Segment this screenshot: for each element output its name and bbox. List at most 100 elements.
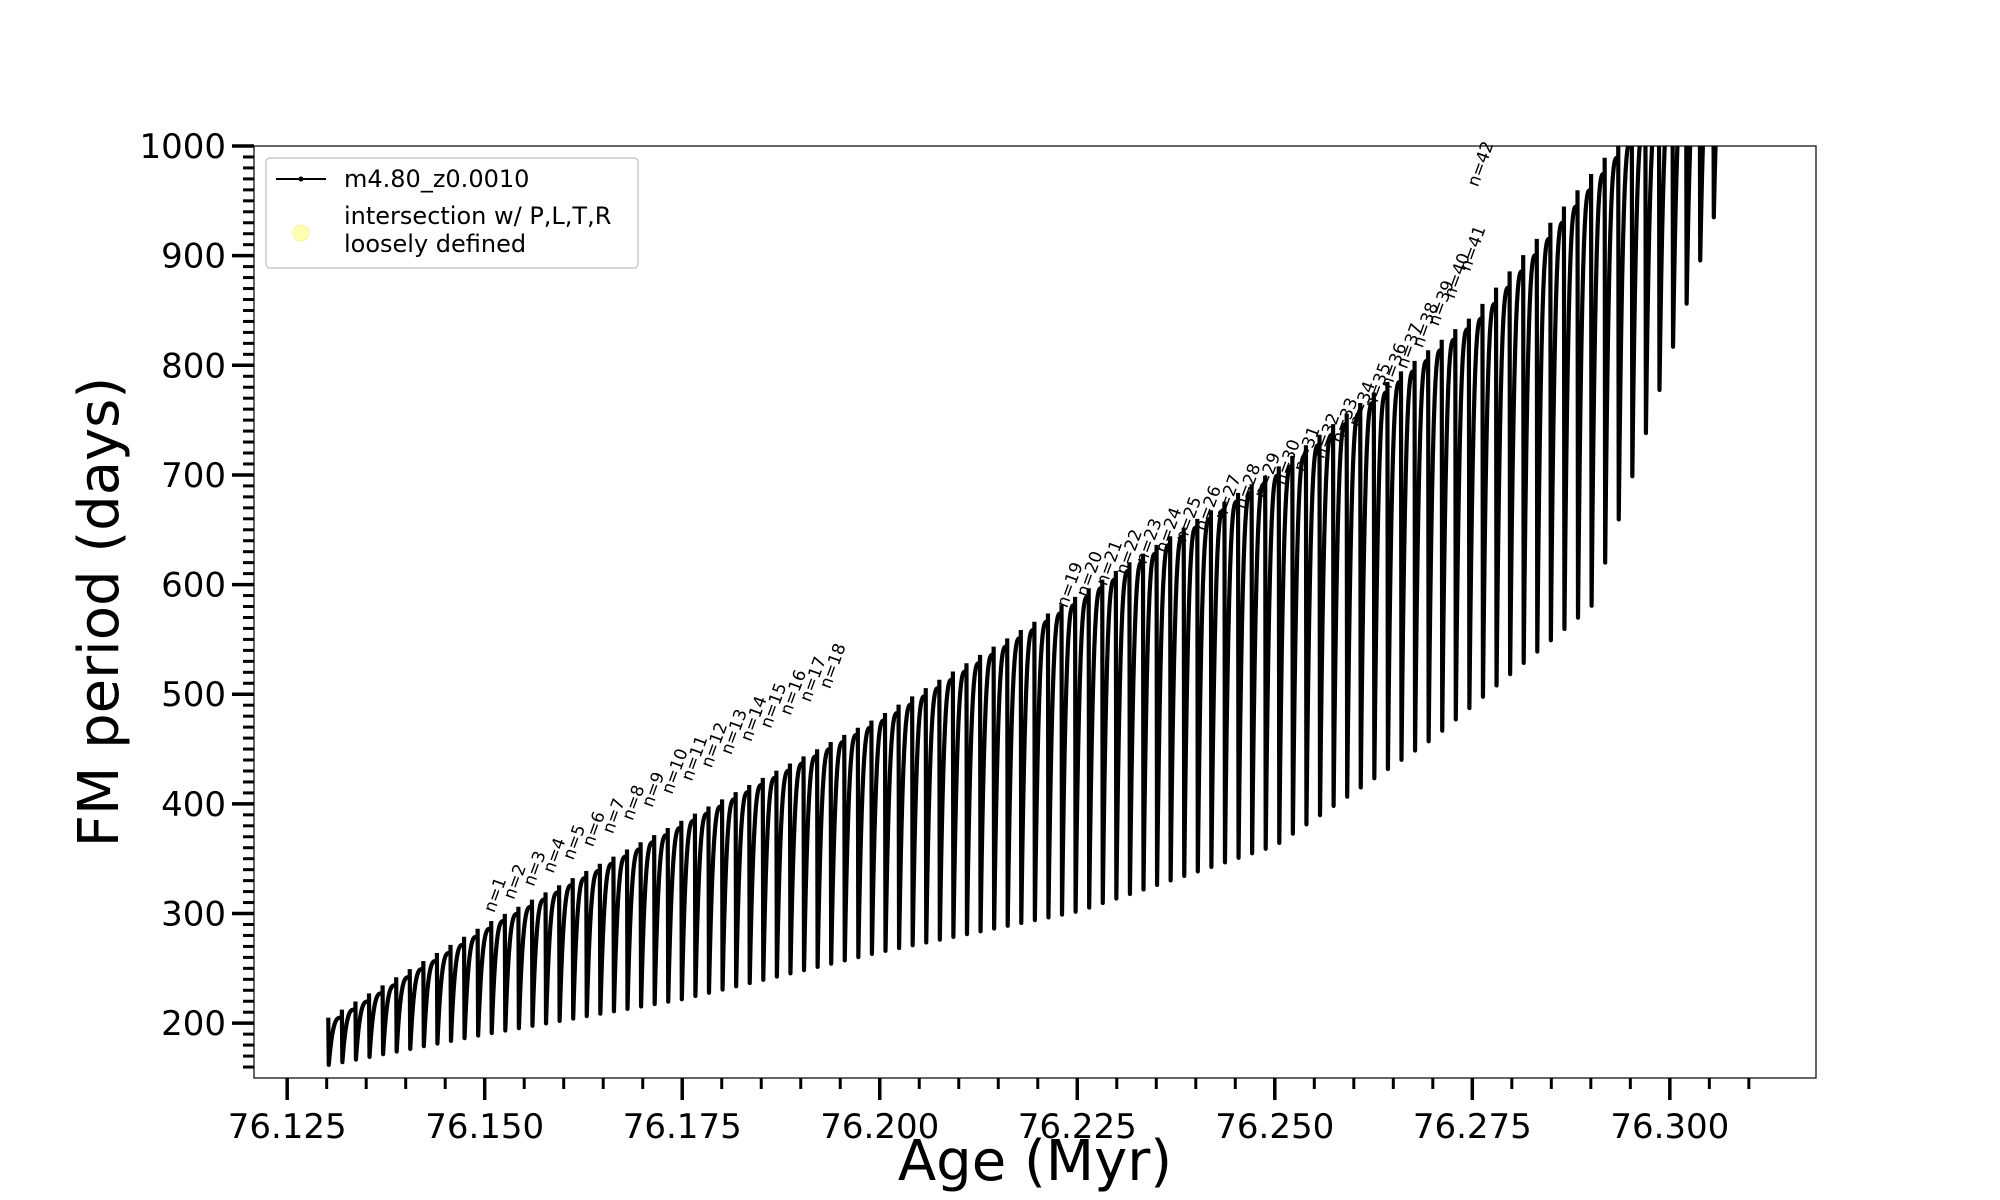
- pulse-cycle-24: [638, 840, 655, 1009]
- pulse-cycle-59: [1113, 568, 1130, 901]
- pulse-cycle-13: [489, 918, 505, 1036]
- pulse-cycle-73: [1303, 443, 1320, 827]
- pulse-cycle-77: [1358, 400, 1374, 790]
- pulse-cycle-85: [1466, 316, 1483, 711]
- pulse-cycle-75: [1330, 422, 1347, 809]
- y-tick-label: 500: [161, 675, 226, 715]
- x-tick-label: 76.200: [820, 1107, 939, 1147]
- pulse-cycle-52: [1018, 627, 1035, 926]
- pulse-cycle-21: [597, 861, 614, 1016]
- pulse-cycle-53: [1032, 619, 1049, 923]
- pulse-cycle-81: [1412, 358, 1429, 753]
- legend: m4.80_z0.0010 intersection w/ P,L,T,Rloos…: [265, 157, 639, 269]
- pulse-cycle-87: [1493, 285, 1510, 688]
- pulse-cycle-12: [475, 926, 492, 1038]
- pulse-cycle-46: [937, 677, 954, 942]
- pulse-cycle-8: [421, 958, 438, 1049]
- pulse-cycle-3: [353, 999, 370, 1062]
- pulse-cycle-97: [1629, 146, 1642, 479]
- pulse-cycle-43: [896, 702, 913, 951]
- x-tick-label: 76.175: [623, 1107, 742, 1147]
- pulse-cycle-102: [1697, 146, 1705, 263]
- pulse-cycle-100: [1670, 146, 1680, 349]
- pulse-cycle-82: [1426, 348, 1442, 744]
- pulse-cycle-17: [543, 890, 560, 1026]
- pulse-cycle-67: [1222, 499, 1239, 865]
- legend-box: [265, 157, 639, 269]
- pulse-cycle-11: [461, 934, 478, 1041]
- pulse-cycle-22: [611, 854, 628, 1014]
- pulse-cycle-9: [434, 950, 451, 1046]
- pulse-cycle-84: [1453, 327, 1470, 722]
- x-tick-label: 76.125: [228, 1107, 347, 1147]
- pulse-cycle-55: [1059, 603, 1076, 917]
- pulse-cycle-83: [1439, 337, 1456, 733]
- x-tick-label: 76.225: [1018, 1107, 1137, 1147]
- legend-label: m4.80_z0.0010: [344, 165, 529, 193]
- pulse-cycle-31: [733, 790, 750, 989]
- pulse-cycle-78: [1371, 390, 1388, 781]
- pulse-cycle-70: [1263, 473, 1279, 851]
- x-tick-label: 76.300: [1610, 1107, 1729, 1147]
- y-tick-label: 200: [161, 1004, 226, 1044]
- pulse-cycle-41: [869, 718, 886, 956]
- pulse-cycle-86: [1480, 301, 1497, 699]
- pulse-cycle-38: [828, 739, 845, 966]
- pulse-cycle-4: [366, 991, 383, 1059]
- pulse-cycle-18: [557, 883, 573, 1024]
- pulse-cycle-92: [1561, 204, 1578, 632]
- pulse-cycle-6: [394, 975, 410, 1054]
- pulse-cycle-88: [1507, 269, 1524, 677]
- pulse-cycle-72: [1290, 453, 1307, 836]
- y-axis-title: FM period (days): [67, 377, 132, 847]
- x-axis: 76.125 76.150 76.175 76.200 76.225 76.250 76.2…: [228, 1078, 1751, 1147]
- pulse-cycle-32: [747, 782, 763, 986]
- y-axis: 200 300 400 500 600 700 800 900 1000: [139, 127, 254, 1069]
- pulse-cycle-44: [910, 694, 926, 948]
- x-tick-label: 76.150: [425, 1107, 544, 1147]
- pulse-cycle-76: [1344, 411, 1361, 799]
- plot-frame: [253, 145, 1817, 1079]
- pulse-cycle-33: [760, 775, 777, 982]
- pulse-cycle-54: [1045, 611, 1062, 920]
- x-axis-title: Age (Myr): [898, 1129, 1172, 1194]
- pulse-cycle-50: [991, 644, 1008, 931]
- pulse-cycle-65: [1195, 516, 1212, 874]
- pulse-cycle-47: [950, 669, 967, 939]
- pulse-cycle-63: [1168, 534, 1184, 883]
- pulse-cycle-45: [923, 686, 940, 945]
- pulse-cycle-79: [1385, 379, 1402, 772]
- legend-circle-marker: [292, 224, 310, 242]
- pulse-cycle-103: [1711, 146, 1718, 220]
- pulse-cycle-20: [584, 868, 600, 1019]
- pulse-cycle-96: [1616, 146, 1631, 522]
- pulse-cycle-7: [407, 967, 424, 1051]
- pulse-cycle-25: [652, 833, 668, 1007]
- y-tick-label: 700: [161, 456, 226, 496]
- pulse-cycle-57: [1086, 586, 1103, 910]
- pulse-cycle-56: [1072, 594, 1089, 914]
- pulse-cycle-19: [570, 876, 587, 1021]
- pulse-cycle-48: [964, 661, 981, 937]
- pulse-cycle-74: [1317, 432, 1334, 818]
- pulse-cycle-30: [719, 797, 736, 992]
- pulse-cycle-93: [1575, 188, 1592, 620]
- pulse-cycle-89: [1521, 253, 1537, 665]
- pulse-cycle-16: [529, 897, 546, 1028]
- pulse-cycle-42: [882, 710, 899, 953]
- pulse-cycle-10: [448, 942, 465, 1043]
- y-tick-label: 600: [161, 566, 226, 606]
- pulse-cycle-90: [1534, 236, 1551, 654]
- y-tick-label: 400: [161, 785, 226, 825]
- pulse-cycle-28: [692, 811, 709, 999]
- pulse-cycle-34: [774, 768, 791, 979]
- pulse-cycle-60: [1127, 560, 1144, 897]
- pulse-cycle-80: [1398, 369, 1415, 762]
- pulse-cycle-62: [1154, 542, 1171, 888]
- cycle-label: n=41: [1456, 223, 1491, 274]
- x-tick-label: 76.275: [1413, 1107, 1532, 1147]
- pulse-cycle-61: [1140, 551, 1157, 892]
- pulse-cycle-71: [1276, 464, 1293, 845]
- pulse-cycle-101: [1684, 146, 1693, 306]
